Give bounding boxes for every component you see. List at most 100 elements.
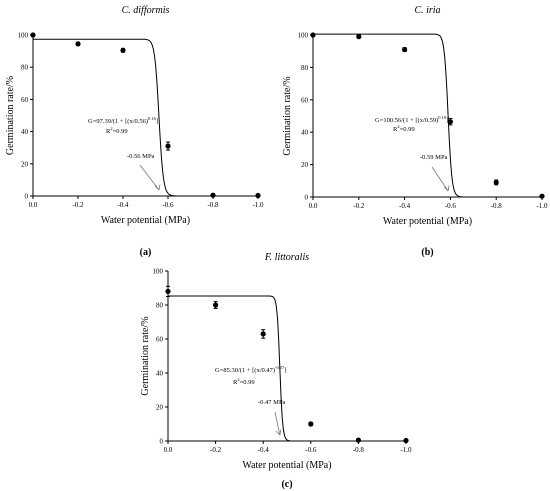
y-tick-label: 100 xyxy=(298,32,309,40)
data-point xyxy=(402,46,408,53)
fit-curve xyxy=(313,33,542,198)
r-squared-label: R xyxy=(106,128,111,135)
arrow-line xyxy=(274,411,281,436)
equation-main: G=97.39/(1 + [(x/0.56) xyxy=(88,118,148,125)
y-tick-label: 20 xyxy=(301,161,309,169)
data-point xyxy=(539,193,545,199)
r-squared-superscript: 2 xyxy=(110,126,112,131)
data-point xyxy=(493,179,499,186)
y-tick-label: 60 xyxy=(301,96,309,104)
arrow-label: -0.59 MPa xyxy=(420,154,448,161)
x-tick-label: -0.8 xyxy=(353,446,365,454)
arrow-line xyxy=(431,166,449,192)
equation-main: G=85.30/(1 + [(x/0.47) xyxy=(215,367,275,374)
y-tick-label: 80 xyxy=(301,64,309,72)
arrow-head xyxy=(443,185,450,192)
chart-panel-3: 0 20 40 60 80 100 0.0 -0.2 -0.4 -0.6 -0.8 -1.0 F. li… xyxy=(140,252,412,490)
x-tick-label: 0.0 xyxy=(309,202,318,210)
x-tick-label: -0.2 xyxy=(353,202,365,210)
arrow-label: -0.56 MPa xyxy=(127,153,155,160)
equation-end: ] xyxy=(284,367,286,374)
data-point xyxy=(210,192,216,198)
r-squared-value: =0.99 xyxy=(400,126,415,133)
data-point xyxy=(356,34,362,40)
y-tick-label: 0 xyxy=(305,194,309,202)
r-squared-label: R xyxy=(393,126,398,133)
r-squared-value: =0.99 xyxy=(113,128,128,135)
equation-exponent: 0.10 xyxy=(438,115,447,120)
x-tick-label: -0.4 xyxy=(117,201,129,209)
y-tick-label: 20 xyxy=(21,160,29,168)
x-axis-label: Water potential (MPa) xyxy=(383,216,472,227)
panel-label: (a) xyxy=(140,247,152,258)
r-squared: R2=0.99 xyxy=(106,126,128,135)
y-tick-label: 0 xyxy=(25,193,29,201)
chart-panel-2: 0 20 40 60 80 100 0.0 -0.2 -0.4 -0.6 -0.8 -1.0 C. ir… xyxy=(282,5,548,258)
y-tick-label: 40 xyxy=(156,370,164,378)
chart-title: C. difformis xyxy=(122,5,170,16)
x-tick-label: -0.6 xyxy=(305,446,317,454)
equation-end: ] xyxy=(156,118,158,125)
data-point xyxy=(165,143,171,149)
r-squared: R2=0.99 xyxy=(393,124,415,133)
data-point xyxy=(255,192,261,199)
y-tick-label: 20 xyxy=(156,404,164,412)
y-tick-label: 40 xyxy=(301,129,309,137)
x-axis-label: Water potential (MPa) xyxy=(101,215,190,226)
data-point xyxy=(403,437,409,444)
y-tick-label: 80 xyxy=(21,64,29,72)
x-tick-label: 0.0 xyxy=(29,201,38,209)
r-squared-superscript: 2 xyxy=(237,377,239,382)
x-tick-label: -0.2 xyxy=(72,201,84,209)
equation-exponent: -0.07 xyxy=(275,365,285,370)
x-tick-label: -0.4 xyxy=(399,202,411,210)
x-tick-label: -0.2 xyxy=(210,446,222,454)
data-point xyxy=(213,302,219,308)
x-tick-label: -1.0 xyxy=(536,202,548,210)
y-tick-label: 100 xyxy=(153,268,164,276)
y-tick-label: 0 xyxy=(160,438,164,446)
y-tick-label: 60 xyxy=(156,336,164,344)
r-squared-value: =0.99 xyxy=(240,379,255,386)
x-tick-label: -0.6 xyxy=(445,202,457,210)
chart-panel-1: 0 20 40 60 80 100 0.0 -0.2 -0.4 -0.6 -0.8 -1.0 C. di… xyxy=(5,5,264,258)
x-tick-label: 0.0 xyxy=(164,446,173,454)
y-axis-label: Germination rate/% xyxy=(282,76,293,155)
arrow-head xyxy=(275,429,282,436)
y-axis-label: Germination rate/% xyxy=(5,76,16,155)
x-tick-label: -1.0 xyxy=(252,201,264,209)
x-tick-label: -0.6 xyxy=(162,201,174,209)
equation: G=100.56/(1 + [(x/0.59)0.10] xyxy=(375,115,448,124)
x-tick-label: -0.8 xyxy=(491,202,503,210)
data-point xyxy=(308,421,314,427)
r-squared: R2=0.99 xyxy=(233,377,255,386)
equation: G=97.39/(1 + [(x/0.56)0.16] xyxy=(88,116,158,125)
equation-main: G=100.56/(1 + [(x/0.59) xyxy=(375,117,438,124)
x-tick-label: -0.4 xyxy=(258,446,270,454)
data-point xyxy=(355,437,361,443)
fit-curve xyxy=(168,295,406,442)
r-squared-label: R xyxy=(233,379,238,386)
y-tick-label: 40 xyxy=(21,128,29,136)
arrow-line xyxy=(139,164,160,191)
data-point xyxy=(75,41,81,47)
data-point xyxy=(310,32,316,38)
chart-title: F. littoralis xyxy=(264,252,309,263)
equation: G=85.30/(1 + [(x/0.47)-0.07] xyxy=(215,365,287,374)
equation-end: ] xyxy=(446,117,448,124)
panel-label: (b) xyxy=(421,247,433,258)
equation-exponent: 0.16 xyxy=(148,116,157,121)
x-tick-label: -0.8 xyxy=(207,201,219,209)
chart-title: C. iria xyxy=(414,5,440,16)
data-point xyxy=(30,32,36,38)
y-tick-label: 60 xyxy=(21,96,29,104)
data-point xyxy=(447,119,453,125)
fit-curve xyxy=(33,38,258,197)
data-point xyxy=(260,331,266,337)
y-tick-label: 80 xyxy=(156,302,164,310)
data-point xyxy=(165,288,171,294)
panel-label: (c) xyxy=(281,479,292,490)
x-tick-label: -1.0 xyxy=(400,446,412,454)
arrow-label: -0.47 MPa xyxy=(258,399,286,406)
